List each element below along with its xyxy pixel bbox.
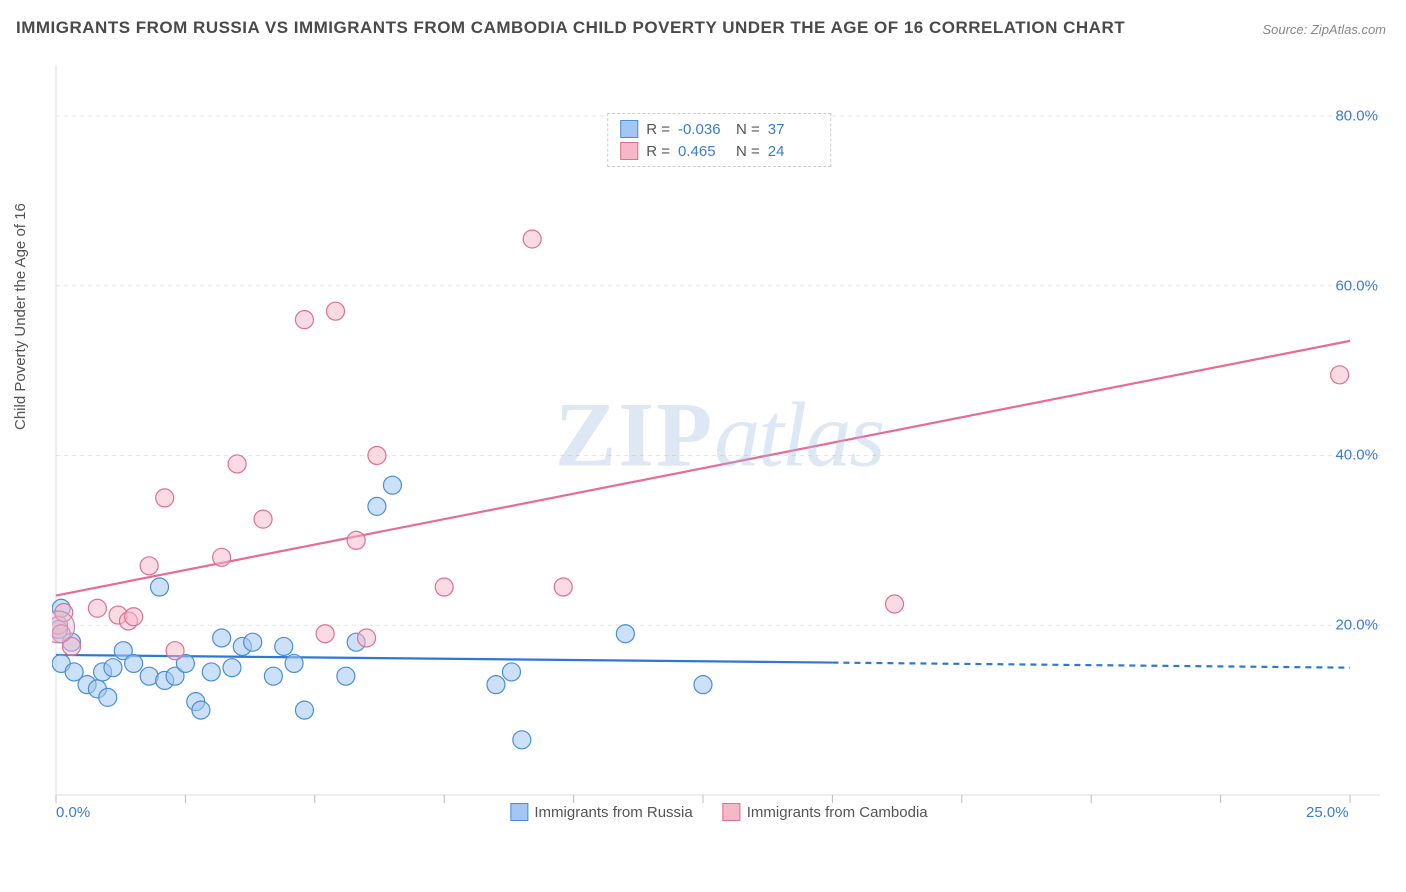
x-tick-label: 0.0% (56, 804, 90, 821)
scatter-point (275, 637, 293, 655)
scatter-point (140, 557, 158, 575)
scatter-point (435, 578, 453, 596)
legend-label: Immigrants from Cambodia (747, 804, 928, 821)
scatter-point (886, 595, 904, 613)
scatter-point (513, 731, 531, 749)
scatter-point (295, 701, 313, 719)
scatter-point (192, 701, 210, 719)
scatter-point (523, 230, 541, 248)
scatter-point (156, 489, 174, 507)
scatter-point (316, 625, 334, 643)
scatter-point (213, 629, 231, 647)
scatter-point (125, 654, 143, 672)
y-tick-label: 60.0% (1335, 277, 1378, 294)
scatter-point (285, 654, 303, 672)
scatter-point (487, 676, 505, 694)
scatter-point (228, 455, 246, 473)
legend-item: Immigrants from Russia (510, 803, 692, 821)
trend-line (56, 341, 1350, 596)
trend-line-dashed (832, 663, 1350, 668)
page-title: IMMIGRANTS FROM RUSSIA VS IMMIGRANTS FRO… (16, 18, 1125, 38)
n-label: N = (736, 121, 760, 138)
r-label: R = (646, 143, 670, 160)
scatter-point (368, 497, 386, 515)
scatter-point (327, 302, 345, 320)
r-value: -0.036 (678, 121, 728, 138)
scatter-point (99, 688, 117, 706)
scatter-point (166, 642, 184, 660)
legend-swatch (723, 803, 741, 821)
scatter-point (254, 510, 272, 528)
legend-item: Immigrants from Cambodia (723, 803, 928, 821)
scatter-point (202, 663, 220, 681)
legend-swatch (620, 142, 638, 160)
correlation-legend-row: R = 0.465 N = 24 (620, 140, 818, 162)
n-value: 37 (768, 121, 818, 138)
legend-swatch (620, 120, 638, 138)
y-tick-label: 80.0% (1335, 107, 1378, 124)
scatter-point (104, 659, 122, 677)
scatter-point (383, 476, 401, 494)
scatter-point (347, 531, 365, 549)
scatter-point (223, 659, 241, 677)
legend-label: Immigrants from Russia (534, 804, 692, 821)
scatter-point (125, 608, 143, 626)
scatter-point (213, 548, 231, 566)
scatter-point (502, 663, 520, 681)
scatter-point (1331, 366, 1349, 384)
scatter-point (358, 629, 376, 647)
scatter-point (264, 667, 282, 685)
r-value: 0.465 (678, 143, 728, 160)
scatter-point (337, 667, 355, 685)
legend-swatch (510, 803, 528, 821)
scatter-point (694, 676, 712, 694)
scatter-point (151, 578, 169, 596)
n-label: N = (736, 143, 760, 160)
correlation-legend-row: R = -0.036 N = 37 (620, 118, 818, 140)
scatter-point (295, 311, 313, 329)
scatter-point (554, 578, 572, 596)
chart-area: ZIPatlas R = -0.036 N = 37 R = 0.465 N =… (52, 55, 1386, 825)
y-tick-label: 20.0% (1335, 617, 1378, 634)
y-axis-label: Child Poverty Under the Age of 16 (12, 203, 29, 430)
scatter-point (88, 599, 106, 617)
n-value: 24 (768, 143, 818, 160)
scatter-chart-svg (52, 55, 1386, 825)
scatter-point (368, 446, 386, 464)
scatter-point (244, 633, 262, 651)
scatter-point (616, 625, 634, 643)
x-tick-label: 25.0% (1306, 804, 1349, 821)
chart-source: Source: ZipAtlas.com (1262, 22, 1386, 37)
series-legend: Immigrants from Russia Immigrants from Ca… (510, 803, 927, 821)
y-tick-label: 40.0% (1335, 447, 1378, 464)
r-label: R = (646, 121, 670, 138)
correlation-legend: R = -0.036 N = 37 R = 0.465 N = 24 (607, 113, 831, 167)
